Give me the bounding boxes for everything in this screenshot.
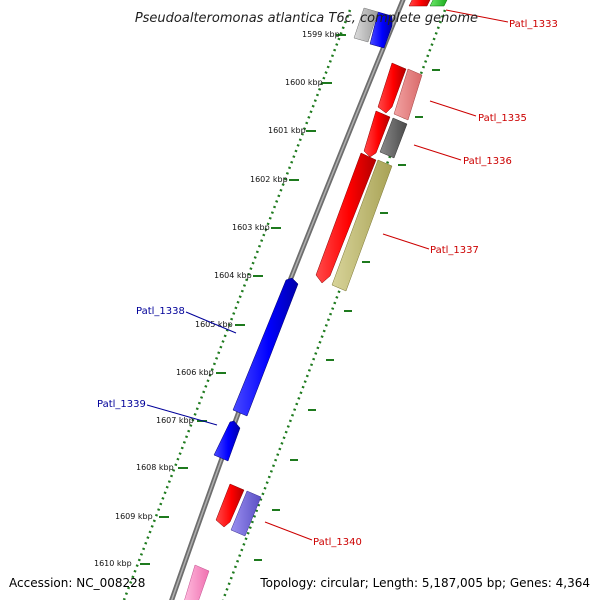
tick-label-1600: 1600 kbp: [285, 78, 323, 87]
genome-summary-label: Topology: circular; Length: 5,187,005 bp…: [259, 576, 590, 590]
gene-label-patl-1335[interactable]: Patl_1335: [478, 113, 527, 124]
gene-label-patl-1340[interactable]: Patl_1340: [313, 537, 362, 548]
feature-gene-1338[interactable]: [232, 277, 299, 417]
outer-tick-marks: [140, 34, 346, 565]
gene-label-leaders: [146, 9, 509, 541]
tick-label-1603: 1603 kbp: [232, 223, 270, 232]
feature-gene-1336-red[interactable]: [363, 110, 391, 158]
feature-cog-gray[interactable]: [379, 117, 408, 159]
feature-gene-1340[interactable]: [215, 483, 245, 528]
tick-label-1610: 1610 kbp: [94, 559, 132, 568]
ruler-outer: [122, 9, 352, 600]
map-title: Pseudoalteromonas atlantica T6c, complet…: [135, 11, 478, 26]
feature-gene-1339[interactable]: [213, 420, 241, 462]
tick-label-1602: 1602 kbp: [250, 175, 288, 184]
feature-gene-pink[interactable]: [183, 564, 210, 600]
gene-label-patl-1338[interactable]: Patl_1338: [136, 306, 185, 317]
tick-label-1607: 1607 kbp: [156, 416, 194, 425]
feature-gene-1333-outer[interactable]: [353, 7, 379, 43]
tick-label-1608: 1608 kbp: [136, 463, 174, 472]
feature-cog-green-top[interactable]: [429, 0, 448, 7]
gene-label-patl-1336[interactable]: Patl_1336: [463, 156, 512, 167]
tick-label-1599: 1599 kbp: [302, 30, 340, 39]
accession-label: Accession: NC_008228: [9, 576, 145, 590]
gene-label-patl-1339[interactable]: Patl_1339: [97, 399, 146, 410]
feature-gene-1337[interactable]: [315, 152, 377, 284]
feature-gene-1335[interactable]: [377, 62, 407, 114]
feature-cog-olive[interactable]: [331, 159, 393, 292]
feature-cog-salmon[interactable]: [393, 68, 423, 121]
feature-cog-lavender[interactable]: [230, 490, 262, 537]
tick-label-1609: 1609 kbp: [115, 512, 153, 521]
tick-label-1605: 1605 kbp: [195, 320, 233, 329]
gene-label-patl-1337[interactable]: Patl_1337: [430, 245, 479, 256]
feature-gene-1334-top[interactable]: [408, 0, 431, 7]
tick-label-1606: 1606 kbp: [176, 368, 214, 377]
tick-label-1601: 1601 kbp: [268, 126, 306, 135]
inner-tick-marks: [254, 69, 440, 561]
tick-label-1604: 1604 kbp: [214, 271, 252, 280]
feature-gene-1334-blue[interactable]: [369, 11, 393, 49]
gene-label-patl-1333[interactable]: Patl_1333: [509, 19, 558, 30]
